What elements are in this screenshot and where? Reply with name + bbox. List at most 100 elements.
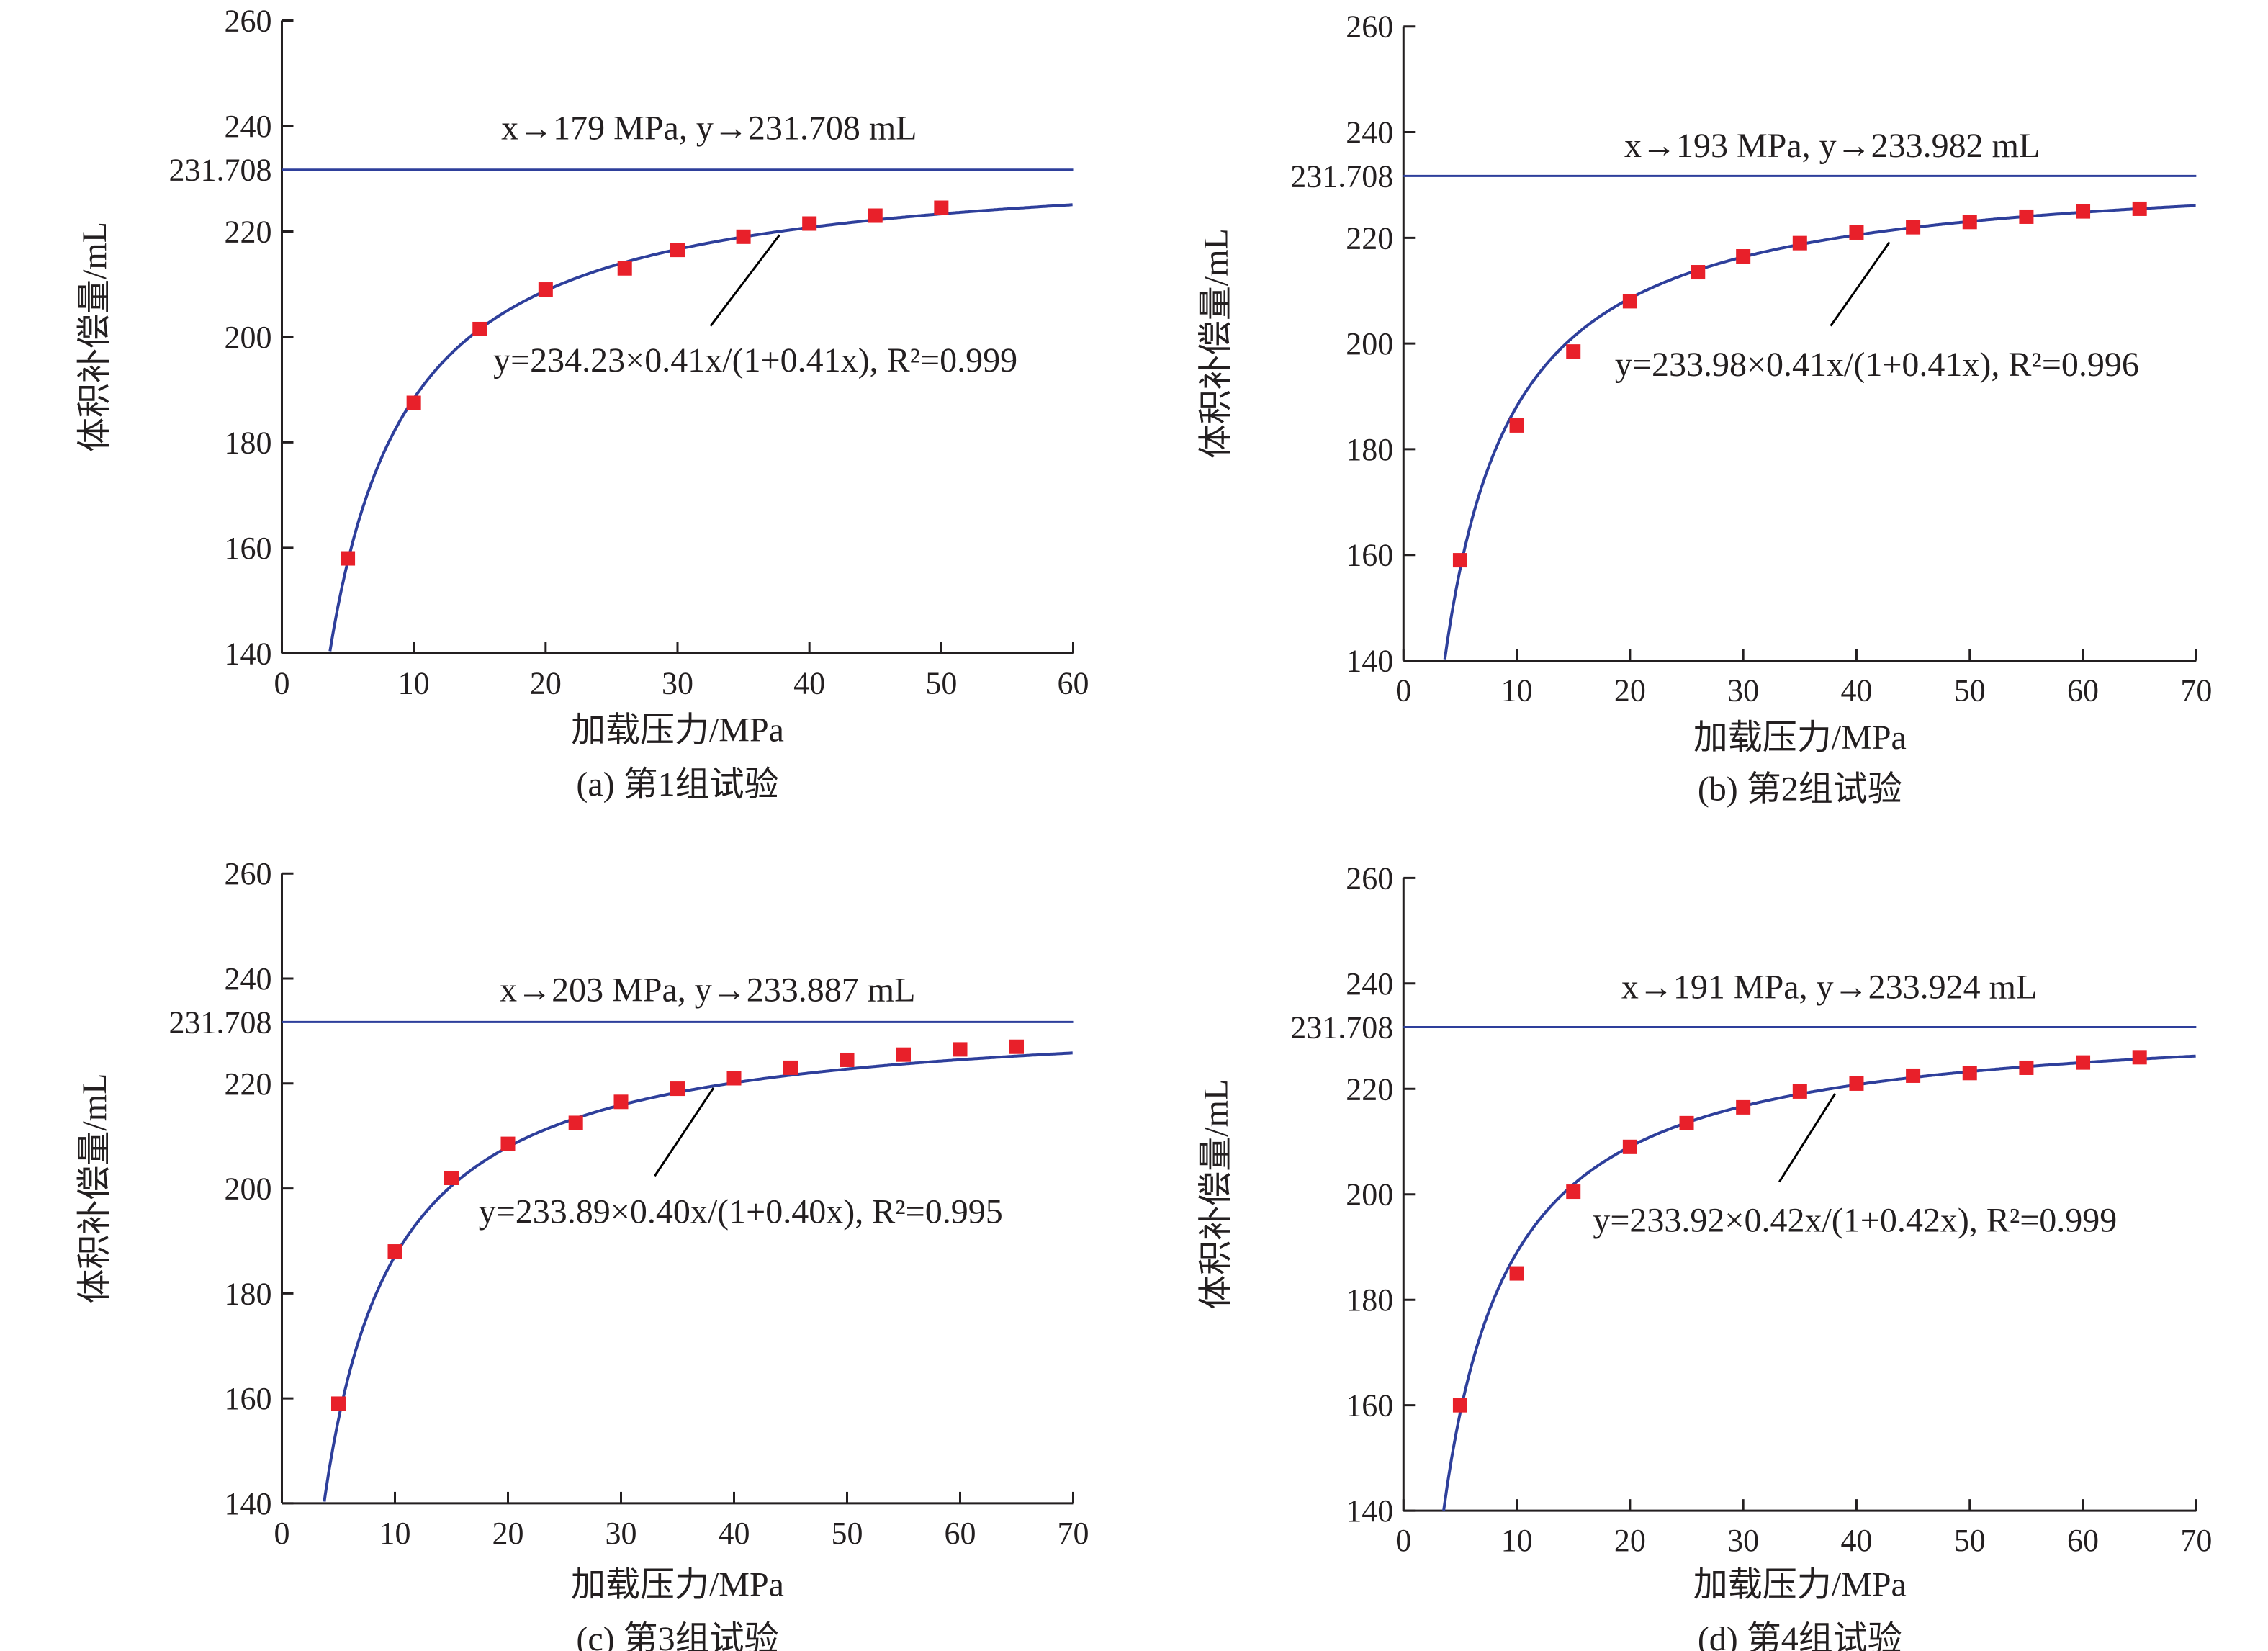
x-tick-label: 20: [530, 665, 562, 701]
y-tick-label: 180: [224, 1276, 271, 1311]
y-tick-label: 160: [1346, 1388, 1393, 1423]
data-point: [1792, 235, 1807, 251]
data-point: [1736, 249, 1751, 264]
data-point: [472, 321, 487, 336]
asymptote-tick-label: 231.708: [168, 1004, 271, 1040]
fit-curve: [323, 1051, 1073, 1502]
data-point: [1009, 1039, 1025, 1054]
x-tick-label: 20: [1614, 1523, 1646, 1558]
data-point: [1452, 1398, 1467, 1413]
x-tick-label: 10: [1501, 673, 1533, 708]
x-tick-label: 30: [605, 1516, 636, 1551]
data-point: [670, 243, 685, 258]
x-tick-label: 30: [1727, 673, 1759, 708]
data-point: [1622, 294, 1637, 309]
y-tick-label: 260: [1346, 9, 1393, 45]
x-tick-label: 50: [925, 665, 957, 701]
x-tick-label: 40: [719, 1516, 750, 1551]
y-tick-label: 240: [224, 109, 271, 144]
y-tick-label: 140: [224, 1486, 271, 1521]
data-point: [1962, 1066, 1977, 1081]
data-point: [444, 1170, 459, 1185]
y-axis-label: 体积补偿量/mL: [1197, 228, 1236, 459]
fit-curve: [1443, 204, 2196, 660]
leader-line: [1778, 1093, 1837, 1183]
x-tick-label: 60: [1058, 665, 1089, 701]
chart-panel-a: 140 160 180 200 220 240 260 231.708 0 10 20 30 40 50 6…: [76, 4, 1089, 804]
y-tick-label: 180: [1346, 432, 1393, 467]
data-point: [1509, 1266, 1524, 1281]
x-tick-label: 70: [2180, 1523, 2212, 1558]
data-point: [896, 1047, 912, 1062]
fit-equation: y=233.92×0.42x/(1+0.42x), R²=0.999: [1593, 1202, 2117, 1240]
x-tick-label: 40: [1840, 1523, 1872, 1558]
x-axis-label: 加载压力/MPa: [1693, 719, 1907, 757]
data-point: [341, 551, 356, 566]
data-point: [868, 208, 883, 223]
data-point: [2132, 201, 2147, 216]
y-tick-label: 200: [1346, 1177, 1393, 1213]
y-tick-label: 160: [1346, 538, 1393, 573]
x-tick-label: 0: [1395, 673, 1411, 708]
asymptote-tick-label: 231.708: [1290, 158, 1393, 194]
y-tick-label: 160: [224, 531, 271, 566]
data-point: [387, 1244, 402, 1259]
leader-line: [709, 234, 780, 327]
y-tick-label: 200: [1346, 326, 1393, 361]
fit-equation: y=233.89×0.40x/(1+0.40x), R²=0.995: [479, 1192, 1003, 1231]
x-tick-label: 50: [1954, 673, 1986, 708]
y-tick-label: 200: [224, 320, 271, 355]
x-tick-label: 50: [832, 1516, 863, 1551]
data-point: [1906, 220, 1921, 235]
data-point: [1509, 418, 1524, 433]
data-point: [1452, 553, 1467, 568]
data-point: [1962, 215, 1977, 230]
asymptote-annotation: x→179 MPa, y→231.708 mL: [501, 109, 917, 148]
x-tick-label: 10: [1501, 1523, 1533, 1558]
panel-caption: (a) 第1组试验: [576, 765, 778, 804]
leader-line: [654, 1087, 715, 1177]
data-point: [783, 1060, 798, 1075]
data-point: [538, 282, 553, 297]
y-tick-label: 220: [224, 214, 271, 249]
x-tick-label: 30: [662, 665, 693, 701]
x-tick-label: 40: [1840, 673, 1872, 708]
x-tick-label: 70: [1058, 1516, 1089, 1551]
data-point: [726, 1071, 742, 1086]
y-tick-label: 220: [224, 1066, 271, 1102]
x-tick-label: 10: [379, 1516, 410, 1551]
y-tick-label: 220: [1346, 220, 1393, 256]
y-tick-label: 140: [1346, 1493, 1393, 1529]
chart-panel-b: 140 160 180 200 220 240 260 231.708 0 10 20 30 40 50 6…: [1197, 9, 2213, 809]
data-point: [1566, 1184, 1581, 1200]
panel-caption: (d) 第4组试验: [1698, 1620, 1902, 1651]
panel-caption: (c) 第3组试验: [576, 1620, 778, 1651]
y-axis-label: 体积补偿量/mL: [76, 1074, 114, 1304]
data-point: [2019, 209, 2034, 224]
x-tick-label: 70: [2180, 673, 2212, 708]
x-tick-label: 10: [398, 665, 430, 701]
fit-curve: [328, 203, 1073, 652]
data-point: [1849, 225, 1864, 240]
data-point: [1736, 1099, 1751, 1115]
data-point: [1679, 1115, 1694, 1130]
y-tick-label: 240: [224, 961, 271, 997]
y-tick-label: 260: [224, 856, 271, 891]
y-tick-label: 240: [1346, 966, 1393, 1002]
data-point: [1849, 1076, 1864, 1091]
y-tick-label: 220: [1346, 1071, 1393, 1107]
chart-panel-c: 140 160 180 200 220 240 260 231.708 0 10 20 30 40 50 6…: [76, 856, 1089, 1651]
leader-line: [1830, 241, 1891, 327]
data-point: [613, 1094, 629, 1110]
data-point: [617, 261, 632, 276]
x-tick-label: 40: [793, 665, 825, 701]
y-tick-label: 140: [224, 636, 271, 671]
x-tick-label: 60: [945, 1516, 976, 1551]
data-point: [1906, 1068, 1921, 1083]
data-point: [953, 1042, 968, 1057]
fit-equation: y=234.23×0.41x/(1+0.41x), R²=0.999: [493, 341, 1017, 379]
asymptote-tick-label: 231.708: [168, 153, 271, 188]
fit-curve: [1442, 1054, 2196, 1511]
data-point: [406, 395, 421, 410]
y-tick-label: 260: [224, 4, 271, 39]
